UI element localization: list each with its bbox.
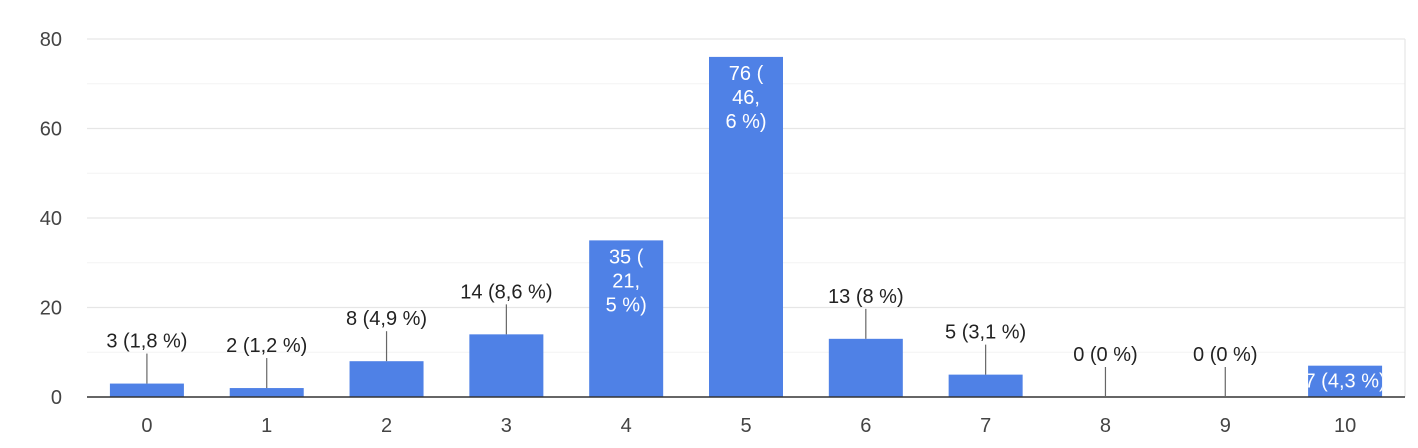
bar-1[interactable] [229,388,304,397]
data-labels: 3 (1,8 %) 2 (1,2 %) 8 (4,9 %) 14 (8,6 %) 35 … [106,63,1386,397]
y-tick-label: 0 [51,387,62,409]
bar-5[interactable] [709,56,783,398]
data-label-5: 76 (46, 6 %) [725,63,766,133]
data-label-2: 8 (4,9 %) [346,308,427,330]
bar-2[interactable] [349,361,424,397]
x-tick-label: 2 [381,415,392,437]
x-tick-label: 0 [141,415,152,437]
data-label-6: 13 (8 %) [828,286,904,308]
bar-7[interactable] [948,374,1023,397]
bar-4[interactable] [589,240,664,397]
x-axis-ticks: 0 1 2 3 4 5 6 7 8 9 10 [141,415,1356,437]
x-tick-label: 4 [621,415,632,437]
data-label-3: 14 (8,6 %) [460,281,552,303]
bars [109,56,1383,398]
y-tick-label: 20 [40,298,62,320]
y-axis-ticks: 0 20 40 60 80 [40,29,62,409]
bar-10[interactable] [1308,365,1383,397]
x-tick-label: 7 [980,415,991,437]
data-label-4: 35 (21, 5 %) [606,246,647,316]
y-tick-label: 60 [40,119,62,141]
bar-6[interactable] [828,338,903,397]
y-tick-label: 40 [40,208,62,230]
data-label-8: 0 (0 %) [1073,344,1137,366]
x-tick-label: 8 [1100,415,1111,437]
y-tick-label: 80 [40,29,62,51]
data-label-0: 3 (1,8 %) [106,331,187,353]
data-label-1: 2 (1,2 %) [226,335,307,357]
data-label-10: 7 (4,3 %) [1305,371,1386,393]
x-tick-label: 1 [261,415,272,437]
x-tick-label: 5 [740,415,751,437]
x-tick-label: 6 [860,415,871,437]
x-tick-label: 9 [1220,415,1231,437]
bar-3[interactable] [469,334,544,397]
x-tick-label: 10 [1334,415,1356,437]
data-label-7: 5 (3,1 %) [945,322,1026,344]
x-tick-label: 3 [501,415,512,437]
bar-0[interactable] [109,383,184,397]
data-label-9: 0 (0 %) [1193,344,1257,366]
